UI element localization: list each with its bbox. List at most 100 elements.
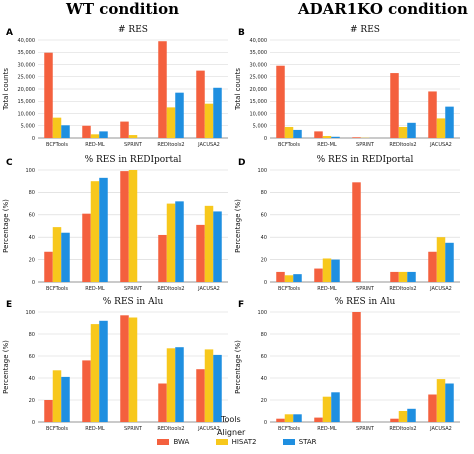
bar-b-jacusa2-bwa	[428, 91, 437, 138]
y-tick-label-b-6: 30,000	[250, 62, 268, 68]
bar-f-jacusa2-star	[445, 383, 454, 422]
bar-f-bcftools-hisat2	[284, 414, 294, 422]
y-tick-label-c-2: 40	[29, 235, 35, 241]
x-tick-label-f-1: RED-ML	[317, 426, 337, 432]
y-axis-label-c: Percentage (%)	[2, 199, 10, 253]
bar-d-reditools2-bwa	[390, 271, 399, 282]
bar-e-reditools2-bwa	[158, 383, 167, 422]
x-tick-label-f-4: JACUSA2	[429, 426, 452, 432]
x-tick-label-b-4: JACUSA2	[429, 142, 452, 148]
bar-a-sprint-hisat2	[128, 135, 138, 138]
y-tick-label-a-4: 20,000	[18, 87, 36, 93]
bar-b-red-ml-hisat2	[322, 136, 332, 138]
bar-f-sprint-bwa	[352, 312, 361, 422]
x-tick-label-b-2: SPRINT	[356, 142, 375, 148]
y-tick-label-d-2: 40	[261, 235, 267, 241]
bar-e-sprint-bwa	[120, 315, 129, 422]
y-axis-label-e: Percentage (%)	[2, 340, 10, 394]
bar-a-reditools2-bwa	[158, 41, 167, 138]
bar-d-jacusa2-hisat2	[436, 237, 446, 282]
panel-label-f: F	[238, 300, 244, 310]
bar-f-red-ml-star	[331, 392, 340, 422]
y-axis-label-a: Total counts	[2, 68, 10, 111]
bar-b-reditools2-star	[407, 122, 416, 138]
bar-f-reditools2-hisat2	[398, 411, 408, 422]
bar-b-reditools2-bwa	[390, 73, 399, 138]
legend-item-star: STAR	[282, 438, 317, 446]
panel-d: D % RES in REDIportal Percentage (%) 0 20 40 6…	[234, 155, 460, 292]
y-tick-label-b-2: 10,000	[250, 111, 268, 117]
legend-label-bwa: BWA	[173, 438, 190, 446]
panel-title-c: % RES in REDIportal	[85, 155, 182, 165]
y-tick-label-f-1: 20	[261, 398, 267, 404]
bar-a-jacusa2-hisat2	[204, 103, 214, 138]
x-tick-label-d-0: BCFTools	[278, 286, 300, 292]
bar-c-jacusa2-bwa	[196, 224, 205, 282]
panel-label-c: C	[6, 158, 13, 168]
bar-c-red-ml-star	[99, 177, 108, 282]
x-tick-label-a-1: RED-ML	[85, 142, 105, 148]
bar-e-jacusa2-bwa	[196, 369, 205, 422]
x-tick-label-f-0: BCFTools	[278, 426, 300, 432]
panel-title-e: % RES in Alu	[103, 297, 164, 307]
panel-b: B # RES Total counts 0 5,000 10,000 15,000 20,0…	[234, 25, 460, 148]
bar-d-red-ml-star	[331, 259, 340, 282]
bar-e-bcftools-star	[61, 376, 70, 422]
bar-e-reditools2-hisat2	[166, 348, 176, 422]
bar-c-bcftools-star	[61, 232, 70, 282]
y-tick-label-e-1: 20	[29, 398, 35, 404]
bar-b-bcftools-hisat2	[284, 126, 294, 138]
bar-c-reditools2-hisat2	[166, 203, 176, 282]
legend-item-bwa: BWA	[157, 438, 189, 446]
bar-e-bcftools-hisat2	[52, 370, 62, 422]
x-tick-label-a-0: BCFTools	[46, 142, 68, 148]
x-tick-label-a-4: JACUSA2	[197, 142, 220, 148]
x-tick-label-b-0: BCFTools	[278, 142, 300, 148]
x-tick-label-c-3: REDItools2	[157, 286, 184, 292]
x-tick-label-c-2: SPRINT	[124, 286, 143, 292]
y-tick-label-f-2: 40	[261, 376, 267, 382]
y-tick-label-b-3: 15,000	[250, 99, 268, 105]
bar-f-jacusa2-hisat2	[436, 379, 446, 422]
y-tick-label-b-8: 40,000	[250, 38, 268, 44]
panel-label-a: A	[6, 28, 13, 38]
bar-c-bcftools-bwa	[44, 251, 53, 282]
bar-e-jacusa2-star	[213, 354, 222, 422]
panel-title-f: % RES in Alu	[335, 297, 396, 307]
bar-d-jacusa2-bwa	[428, 251, 437, 282]
y-tick-label-a-2: 10,000	[18, 111, 36, 117]
legend-label-hisat2: HISAT2	[231, 438, 257, 446]
x-tick-label-e-2: SPRINT	[124, 426, 143, 432]
bar-c-reditools2-bwa	[158, 234, 167, 282]
bar-c-jacusa2-hisat2	[204, 205, 214, 282]
bar-d-reditools2-hisat2	[398, 271, 408, 282]
y-tick-label-a-3: 15,000	[18, 99, 36, 105]
legend-item-hisat2: HISAT2	[215, 438, 257, 446]
bar-b-sprint-bwa	[352, 137, 361, 138]
legend: BWA HISAT2 STAR	[0, 438, 474, 446]
bar-d-bcftools-star	[293, 274, 302, 282]
adar1ko-condition-title: ADAR1KO condition	[298, 0, 468, 18]
y-tick-label-c-3: 60	[29, 213, 35, 219]
legend-swatch-hisat2	[215, 439, 228, 445]
bar-e-jacusa2-hisat2	[204, 349, 214, 422]
y-tick-label-a-1: 5,000	[21, 124, 35, 130]
y-tick-label-a-6: 30,000	[18, 62, 36, 68]
x-tick-label-e-1: RED-ML	[85, 426, 105, 432]
y-tick-label-f-5: 100	[257, 310, 267, 316]
bar-f-red-ml-hisat2	[322, 396, 332, 422]
y-tick-label-d-5: 100	[257, 168, 267, 174]
bar-a-red-ml-hisat2	[90, 134, 100, 138]
bar-c-jacusa2-star	[213, 211, 222, 282]
bar-b-reditools2-hisat2	[398, 126, 408, 138]
legend-title: Aligner	[217, 428, 246, 437]
bar-e-bcftools-bwa	[44, 400, 53, 422]
y-tick-label-e-4: 80	[29, 332, 35, 338]
legend-label-star: STAR	[298, 438, 317, 446]
y-tick-label-d-4: 80	[261, 190, 267, 196]
bar-b-red-ml-star	[331, 136, 340, 138]
y-tick-label-d-0: 0	[264, 280, 267, 286]
x-tick-label-f-3: REDItools2	[389, 426, 416, 432]
x-tick-label-e-4: JACUSA2	[197, 426, 220, 432]
y-tick-label-e-2: 40	[29, 376, 35, 382]
